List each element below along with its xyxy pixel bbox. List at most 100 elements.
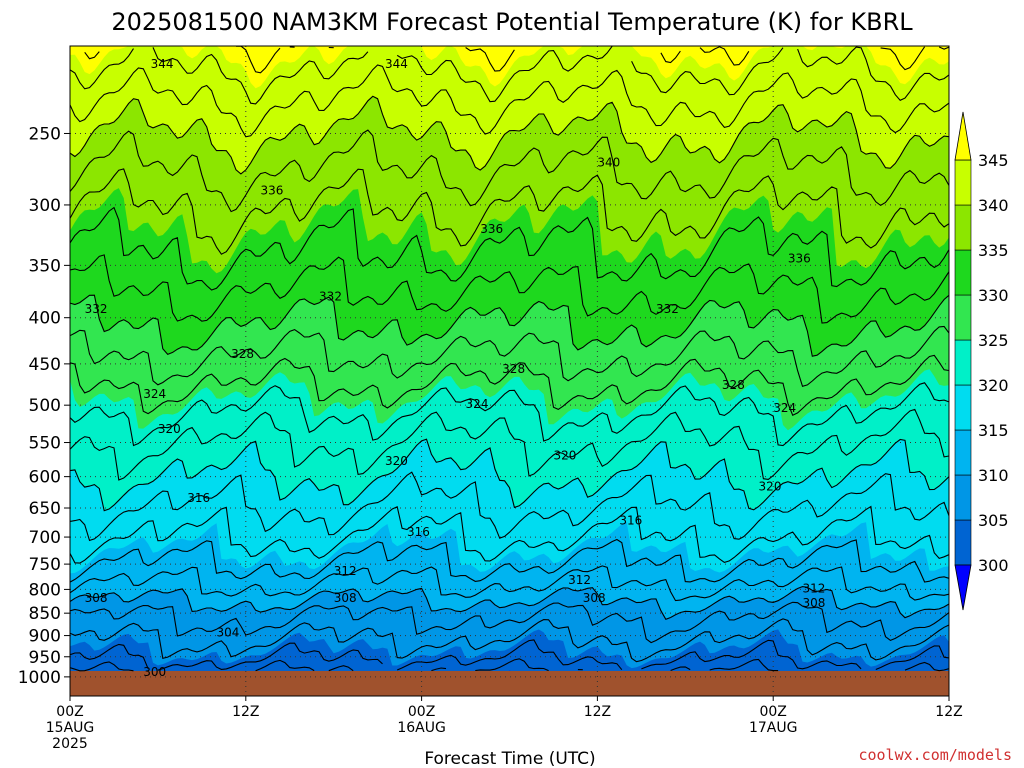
ground-fill [70,670,949,696]
colorbar-tick-label: 320 [978,376,1009,395]
x-tick-label: 17AUG [749,720,798,736]
contour-label: 308 [583,591,606,605]
contour-346 [880,46,926,71]
contour-346 [465,47,515,72]
y-tick-label: 550 [29,434,61,454]
x-tick-label: 16AUG [397,720,446,736]
contour-346 [938,46,949,50]
colorbar-swatch-320 [954,339,972,386]
theta-contours [70,46,949,672]
contour-346 [84,51,100,60]
contour-label: 304 [217,625,240,639]
y-tick-label: 1000 [18,668,61,688]
contour-346 [660,50,681,64]
colorbar-tick-label: 300 [978,556,1009,575]
contour-302 [904,661,949,672]
colorbar-tick-label: 305 [978,511,1009,530]
y-tick-label: 700 [29,528,61,548]
contour-label: 344 [151,57,174,71]
contour-304 [641,639,862,670]
contour-314 [70,538,949,583]
colorbar-tick-label: 335 [978,241,1009,260]
y-tick-label: 500 [29,396,61,416]
contour-322 [70,408,949,481]
contour-326 [70,354,949,416]
contour-label: 324 [143,387,166,401]
contour-344 [70,48,134,90]
y-tick-label: 950 [29,648,61,668]
ground-layer [70,670,949,696]
contour-label: 332 [85,302,108,316]
y-tick-label: 600 [29,468,61,488]
contour-label: 312 [803,581,826,595]
x-tick-label: 15AUG [46,720,95,736]
colorbar-swatch-315 [954,384,972,431]
contour-302 [255,659,315,672]
contour-312 [70,565,949,602]
contour-302 [431,667,447,672]
contour-320 [70,438,949,512]
y-tick-label: 300 [29,196,61,216]
colorbar-swatch-300 [954,519,972,566]
contour-label: 336 [788,252,811,266]
credit-text: coolwx.com/models [858,746,1012,764]
colorbar: 345 340 335 330 325 320 315 310 305 300 [954,111,1009,611]
contour-label: 328 [722,378,745,392]
contour-344 [396,46,613,103]
contour-304 [875,645,949,671]
y-tick-label: 900 [29,627,61,647]
grid-lines [70,46,949,696]
colorbar-tick-label: 345 [978,151,1009,170]
contour-label: 320 [553,449,576,463]
contour-310 [70,586,949,620]
contour-label: 308 [803,596,826,610]
colorbar-tick-label: 330 [978,286,1009,305]
contour-label: 324 [773,401,796,415]
colorbar-tick-label: 340 [978,196,1009,215]
y-tick-label: 800 [29,580,61,600]
contour-label: 312 [334,564,357,578]
contour-label: 340 [597,156,620,170]
contour-302 [475,658,549,672]
x-tick-label: 00Z [56,704,83,720]
y-tick-label: 850 [29,604,61,624]
x-tick-label: 12Z [935,704,962,720]
colorbar-tick-label: 315 [978,421,1009,440]
contour-label: 320 [385,454,408,468]
contour-labels: 344 344 340 336 336 336 332 332 332 328 328 328 324 3… [85,57,826,679]
colorbar-swatch-305 [954,474,972,521]
contour-label: 320 [158,422,181,436]
contour-332 [70,254,949,324]
y-tick-label: 350 [29,256,61,276]
contour-346 [699,46,750,66]
contour-302 [670,666,691,672]
contour-302 [709,658,779,672]
x-axis-label: Forecast Time (UTC) [424,749,595,768]
colorbar-over-triangle [954,111,972,161]
contour-334 [70,206,949,291]
contour-308 [70,601,949,644]
colorbar-swatch-335 [954,204,972,251]
contour-324 [70,382,949,447]
contour-label: 316 [619,514,642,528]
colorbar-swatch-330 [954,249,972,296]
contour-label: 308 [85,591,108,605]
chart-title: 2025081500 NAM3KM Forecast Potential Tem… [111,8,913,36]
contour-label: 328 [231,347,254,361]
contour-label: 312 [568,573,591,587]
contour-316 [70,505,949,564]
contour-label: 308 [334,591,357,605]
colorbar-tick-label: 310 [978,466,1009,485]
x-tick-label: 12Z [584,704,611,720]
contour-304 [396,639,623,671]
contour-340 [70,95,949,175]
contour-344 [152,47,369,105]
y-tick-label: 250 [29,124,61,144]
contour-338 [70,129,949,213]
plot-area: 344 344 340 336 336 336 332 332 332 328 328 328 324 3… [70,46,949,696]
colorbar-swatch-340 [954,159,972,206]
x-tick-label: 2025 [52,736,88,752]
colorbar-tick-label: 325 [978,331,1009,350]
